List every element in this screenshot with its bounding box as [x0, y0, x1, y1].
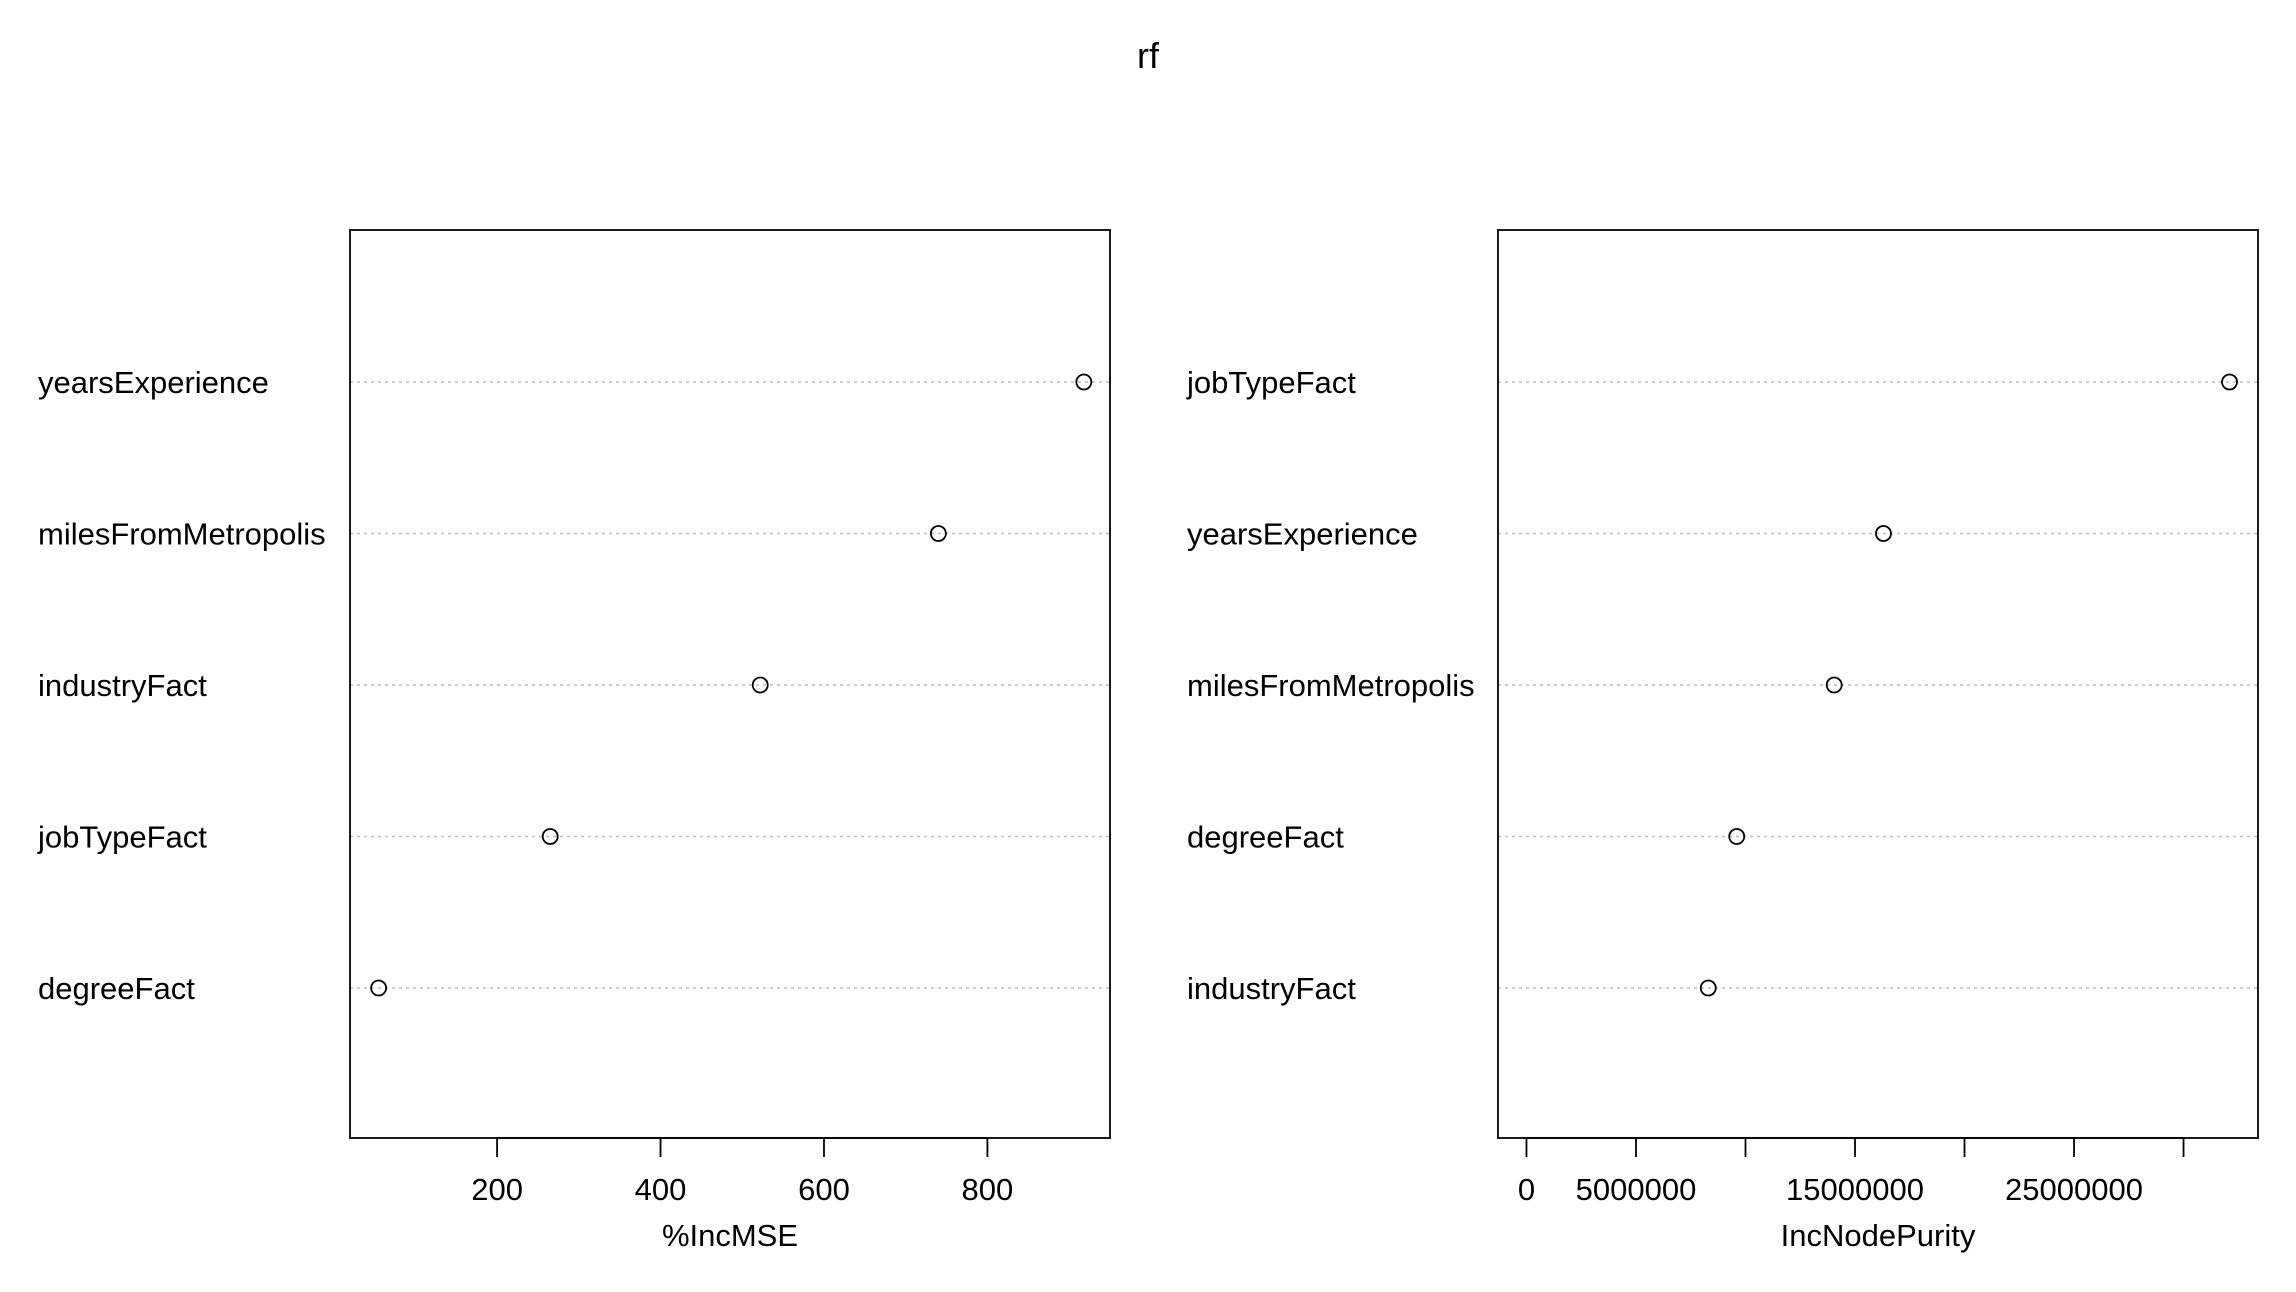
category-label: degreeFact [1187, 820, 1344, 855]
x-tick-label: 600 [798, 1172, 850, 1207]
category-label: industryFact [38, 668, 207, 703]
x-tick-label: 15000000 [1786, 1172, 1924, 1207]
data-point [541, 828, 559, 845]
data-point [1075, 373, 1093, 391]
x-tick-label: 0 [1518, 1172, 1535, 1207]
data-point [751, 676, 769, 694]
category-label: yearsExperience [1187, 517, 1418, 552]
plot-frame [1497, 229, 2259, 1139]
data-point [1825, 676, 1843, 694]
category-label: industryFact [1187, 971, 1356, 1006]
x-tick-label: 200 [471, 1172, 523, 1207]
category-label: yearsExperience [38, 365, 269, 400]
panel-incmse: yearsExperience milesFromMetropolis indust… [37, 229, 1111, 1253]
category-label: jobTypeFact [1186, 365, 1356, 400]
category-label: degreeFact [38, 971, 195, 1006]
data-point [1728, 828, 1746, 845]
data-point [929, 525, 947, 542]
data-point [1699, 979, 1717, 997]
category-label: milesFromMetropolis [1187, 668, 1475, 703]
category-label: milesFromMetropolis [38, 517, 326, 552]
chart-title: rf [1137, 35, 1160, 76]
x-tick-label: 400 [635, 1172, 687, 1207]
x-tick-label: 5000000 [1576, 1172, 1697, 1207]
data-point [2221, 373, 2238, 391]
data-point [1875, 525, 1892, 542]
panel-incnodepurity: jobTypeFact yearsExperience milesFromMetro… [1186, 229, 2259, 1253]
category-label: jobTypeFact [37, 820, 207, 855]
plot-frame [349, 229, 1111, 1139]
data-point [370, 979, 388, 997]
x-axis-title: IncNodePurity [1781, 1218, 1976, 1253]
x-tick-label: 800 [962, 1172, 1014, 1207]
x-tick-label: 25000000 [2005, 1172, 2143, 1207]
x-axis-title: %IncMSE [662, 1218, 798, 1253]
